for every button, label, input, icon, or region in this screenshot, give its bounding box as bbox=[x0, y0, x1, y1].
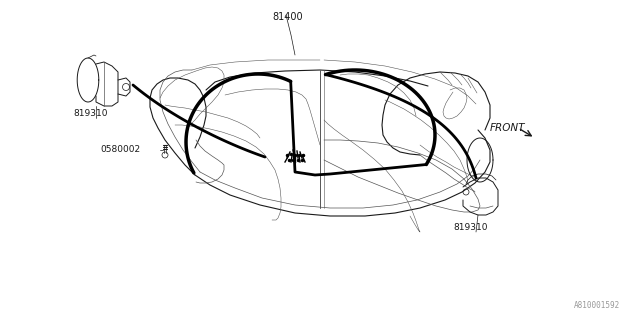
Text: 0580002: 0580002 bbox=[100, 146, 140, 155]
Text: FRONT: FRONT bbox=[490, 123, 525, 133]
Text: 81400: 81400 bbox=[272, 12, 303, 22]
Text: 819310: 819310 bbox=[73, 109, 108, 118]
Text: A810001592: A810001592 bbox=[573, 301, 620, 310]
Text: 819310: 819310 bbox=[453, 223, 488, 232]
